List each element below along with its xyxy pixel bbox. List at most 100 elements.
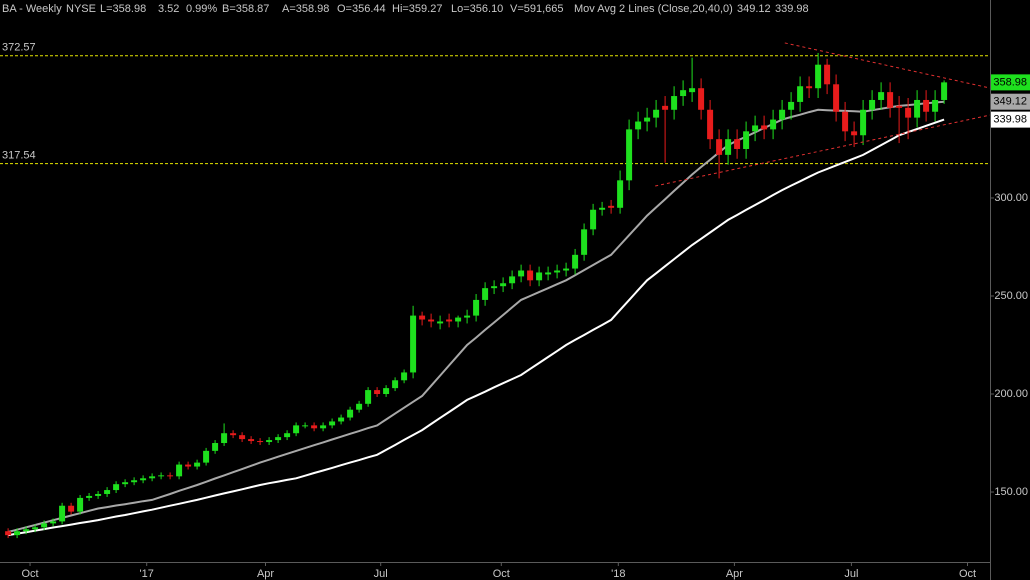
y-tick-label: 250.00: [994, 290, 1028, 302]
candle-body: [257, 441, 264, 443]
candle-body: [725, 139, 732, 155]
candle-body: [329, 421, 336, 426]
candle-body: [419, 315, 426, 320]
candle-body: [437, 321, 444, 324]
candle-body: [554, 270, 561, 273]
x-tick-label: Oct: [21, 568, 38, 580]
candle-body: [617, 180, 624, 208]
header-ma-value: 349.12: [737, 3, 771, 15]
candle-body: [77, 497, 84, 512]
header-text: B=358.87: [222, 3, 269, 15]
candle-body: [347, 409, 354, 418]
header-text: Lo=356.10: [451, 3, 503, 15]
candle-body: [5, 531, 12, 536]
candle-body: [527, 270, 534, 281]
level-label: 317.54: [2, 150, 36, 162]
candle-body: [833, 84, 840, 112]
price-box-label: 339.98: [993, 114, 1027, 126]
candle-body: [464, 315, 471, 318]
candle-body: [194, 462, 201, 467]
candle-body: [743, 131, 750, 149]
candle-body: [113, 484, 120, 491]
candle-body: [869, 99, 876, 110]
candle-body: [887, 92, 894, 108]
candle-body: [320, 425, 327, 429]
candle-body: [572, 254, 579, 269]
candle-body: [383, 388, 390, 395]
level-label: 372.57: [2, 42, 36, 54]
x-tick-label: '18: [611, 568, 625, 580]
candle-body: [473, 299, 480, 316]
candle-body: [896, 105, 903, 108]
candle-body: [149, 476, 156, 479]
candle-body: [806, 86, 813, 89]
candle-body: [221, 433, 228, 444]
candle-body: [158, 475, 165, 477]
candle-body: [284, 433, 291, 438]
candle-body: [23, 529, 30, 532]
header-text: NYSE: [66, 3, 96, 15]
candle-body: [212, 443, 219, 451]
candle-body: [590, 209, 597, 230]
candle-body: [716, 139, 723, 155]
price-box-label: 349.12: [993, 96, 1027, 108]
header-text: 3.52: [158, 3, 179, 15]
candle-body: [797, 86, 804, 102]
candle-body: [401, 372, 408, 381]
candle-body: [122, 482, 129, 485]
candle-body: [140, 478, 147, 481]
candle-body: [509, 276, 516, 284]
candle-body: [608, 205, 615, 208]
header-text: Hi=359.27: [392, 3, 442, 15]
candle-body: [680, 90, 687, 97]
x-tick-label: Jul: [374, 568, 388, 580]
header-text: Mov Avg 2 Lines (Close,20,40,0): [574, 3, 733, 15]
trendline: [784, 42, 991, 89]
candle-body: [338, 417, 345, 422]
candle-body: [635, 121, 642, 130]
candle-body: [14, 531, 21, 536]
candle-body: [356, 403, 363, 410]
candle-body: [662, 105, 669, 110]
candle-body: [50, 521, 57, 524]
y-tick-label: 300.00: [994, 192, 1028, 204]
candle-body: [410, 315, 417, 373]
candle-body: [689, 88, 696, 93]
candle-body: [86, 495, 93, 498]
candle-body: [491, 286, 498, 289]
candle-body: [752, 125, 759, 132]
candle-body: [842, 111, 849, 132]
candle-body: [68, 505, 75, 512]
price-box: [991, 111, 1030, 128]
candle-body: [932, 99, 939, 112]
candle-body: [446, 319, 453, 322]
x-tick-label: '17: [140, 568, 154, 580]
candle-body: [176, 464, 183, 477]
candle-body: [761, 125, 768, 130]
candle-body: [248, 439, 255, 442]
header-background: [0, 0, 990, 17]
candle-body: [779, 109, 786, 120]
candle-body: [626, 129, 633, 181]
header-text: L=358.98: [100, 3, 146, 15]
candle-body: [824, 64, 831, 85]
candle-body: [275, 437, 282, 441]
price-box-label: 358.98: [993, 76, 1027, 88]
candle-body: [302, 425, 309, 427]
candle-body: [914, 99, 921, 118]
candle-body: [905, 107, 912, 118]
header-text: 0.99%: [186, 3, 217, 15]
candle-body: [671, 96, 678, 110]
x-tick-label: Oct: [493, 568, 510, 580]
candle-body: [581, 229, 588, 255]
x-tick-label: Apr: [257, 568, 274, 580]
header-text: V=591,665: [510, 3, 564, 15]
header-text: A=358.98: [282, 3, 329, 15]
candle-body: [518, 270, 525, 277]
header-text: O=356.44: [337, 3, 386, 15]
candle-body: [653, 109, 660, 118]
candle-body: [482, 288, 489, 300]
candle-body: [941, 82, 948, 100]
